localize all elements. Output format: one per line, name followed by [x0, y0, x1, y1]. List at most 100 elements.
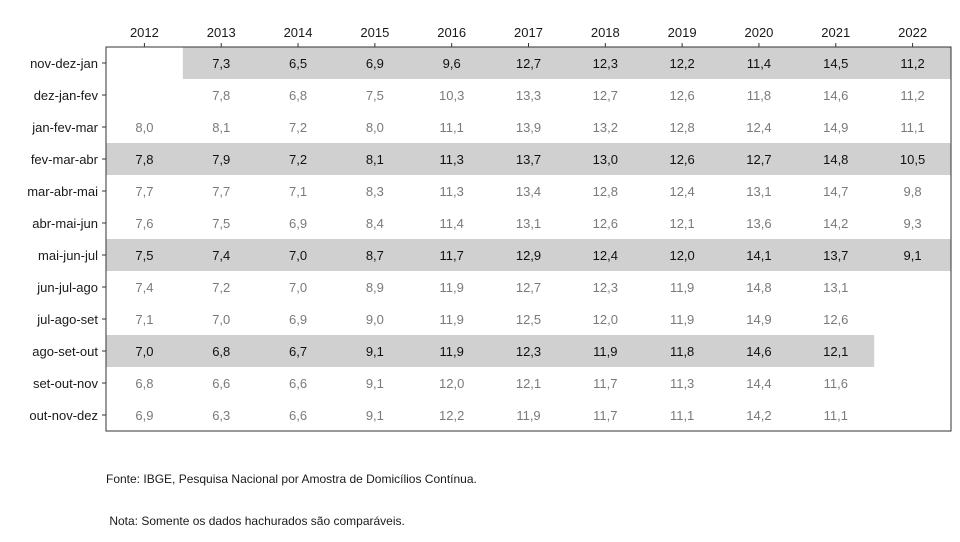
cell-value-fev-mar-abr-2012: 7,8	[135, 152, 153, 167]
cell-value-jul-ago-set-2020: 14,9	[746, 312, 771, 327]
cell-value-abr-mai-jun-2019: 12,1	[669, 216, 694, 231]
cell-value-abr-mai-jun-2015: 8,4	[366, 216, 384, 231]
footer-notes: Fonte: IBGE, Pesquisa Nacional por Amost…	[106, 444, 477, 542]
row-label-set-out-nov: set-out-nov	[33, 376, 99, 391]
cell-value-mar-abr-mai-2017: 13,4	[516, 184, 541, 199]
cell-value-jul-ago-set-2013: 7,0	[212, 312, 230, 327]
cell-value-mar-abr-mai-2022: 9,8	[904, 184, 922, 199]
cell-value-set-out-nov-2019: 11,3	[670, 376, 694, 391]
row-label-jun-jul-ago: jun-jul-ago	[36, 280, 98, 295]
cell-value-dez-jan-fev-2021: 14,6	[823, 88, 848, 103]
row-label-ago-set-out: ago-set-out	[32, 344, 98, 359]
column-label-2019: 2019	[668, 25, 697, 40]
cell-value-ago-set-out-2018: 11,9	[593, 344, 617, 359]
column-label-2022: 2022	[898, 25, 927, 40]
cell-value-ago-set-out-2013: 6,8	[212, 344, 230, 359]
cell-value-fev-mar-abr-2020: 12,7	[746, 152, 771, 167]
cell-value-jul-ago-set-2014: 6,9	[289, 312, 307, 327]
highlight-layer	[106, 47, 951, 367]
cell-value-nov-dez-jan-2019: 12,2	[669, 56, 694, 71]
row-label-jan-fev-mar: jan-fev-mar	[31, 120, 98, 135]
column-label-2015: 2015	[360, 25, 389, 40]
highlight-band-ago-set-out	[106, 335, 875, 367]
cell-value-ago-set-out-2015: 9,1	[366, 344, 384, 359]
cell-value-mar-abr-mai-2015: 8,3	[366, 184, 384, 199]
row-label-out-nov-dez: out-nov-dez	[29, 408, 98, 423]
cell-value-nov-dez-jan-2014: 6,5	[289, 56, 307, 71]
cell-value-out-nov-dez-2013: 6,3	[212, 408, 230, 423]
cell-value-fev-mar-abr-2016: 11,3	[440, 152, 464, 167]
cell-value-jul-ago-set-2021: 12,6	[823, 312, 848, 327]
comparison-table-chart: 7,3 6,5 6,9 9,6 12,7 12,3 12,2 11,4 14,5 11,2 7,8 6…	[27, 25, 952, 432]
cell-value-nov-dez-jan-2016: 9,6	[443, 56, 461, 71]
cell-value-jun-jul-ago-2015: 8,9	[366, 280, 384, 295]
column-label-2014: 2014	[284, 25, 313, 40]
cell-value-ago-set-out-2016: 11,9	[440, 344, 464, 359]
cell-value-out-nov-dez-2012: 6,9	[135, 408, 153, 423]
highlight-band-mai-jun-jul	[106, 239, 951, 271]
row-label-layer: nov-dez-jan dez-jan-fev jan-fev-mar fev-mar…	[27, 56, 106, 423]
column-label-2017: 2017	[514, 25, 543, 40]
cell-value-ago-set-out-2012: 7,0	[135, 344, 153, 359]
cell-value-nov-dez-jan-2015: 6,9	[366, 56, 384, 71]
cell-value-mai-jun-jul-2019: 12,0	[669, 248, 694, 263]
cell-value-abr-mai-jun-2014: 6,9	[289, 216, 307, 231]
cell-value-jan-fev-mar-2016: 11,1	[440, 120, 464, 135]
row-label-mai-jun-jul: mai-jun-jul	[38, 248, 98, 263]
cell-value-abr-mai-jun-2017: 13,1	[516, 216, 541, 231]
cell-value-mar-abr-mai-2019: 12,4	[669, 184, 694, 199]
cell-value-out-nov-dez-2018: 11,7	[593, 408, 617, 423]
cell-value-fev-mar-abr-2019: 12,6	[669, 152, 694, 167]
cell-value-mar-abr-mai-2016: 11,3	[440, 184, 464, 199]
column-header-layer: 2012 2013 2014 2015 2016 2017 2018 2019 2020 2021…	[130, 25, 927, 47]
table-border	[105, 46, 952, 432]
row-label-jul-ago-set: jul-ago-set	[36, 312, 98, 327]
cell-value-abr-mai-jun-2016: 11,4	[440, 216, 464, 231]
cell-value-set-out-nov-2013: 6,6	[212, 376, 230, 391]
cell-value-jan-fev-mar-2021: 14,9	[823, 120, 848, 135]
cell-value-dez-jan-fev-2018: 12,7	[593, 88, 618, 103]
cell-value-abr-mai-jun-2012: 7,6	[135, 216, 153, 231]
cell-value-set-out-nov-2020: 14,4	[746, 376, 771, 391]
cell-value-mai-jun-jul-2021: 13,7	[823, 248, 848, 263]
cell-value-mai-jun-jul-2018: 12,4	[593, 248, 618, 263]
cell-value-mai-jun-jul-2022: 9,1	[904, 248, 922, 263]
cell-value-ago-set-out-2021: 12,1	[823, 344, 848, 359]
cell-value-out-nov-dez-2021: 11,1	[824, 408, 848, 423]
cell-value-ago-set-out-2014: 6,7	[289, 344, 307, 359]
cell-value-jan-fev-mar-2013: 8,1	[212, 120, 230, 135]
cell-value-abr-mai-jun-2018: 12,6	[593, 216, 618, 231]
cell-value-mar-abr-mai-2020: 13,1	[746, 184, 771, 199]
row-label-nov-dez-jan: nov-dez-jan	[30, 56, 98, 71]
cell-value-jan-fev-mar-2012: 8,0	[135, 120, 153, 135]
cell-value-set-out-nov-2012: 6,8	[135, 376, 153, 391]
cell-value-mar-abr-mai-2021: 14,7	[823, 184, 848, 199]
cell-value-set-out-nov-2014: 6,6	[289, 376, 307, 391]
cell-value-out-nov-dez-2016: 12,2	[439, 408, 464, 423]
cell-value-fev-mar-abr-2018: 13,0	[593, 152, 618, 167]
column-label-2021: 2021	[821, 25, 850, 40]
cell-value-set-out-nov-2017: 12,1	[516, 376, 541, 391]
cell-value-jun-jul-ago-2013: 7,2	[212, 280, 230, 295]
cell-value-jan-fev-mar-2015: 8,0	[366, 120, 384, 135]
cell-value-dez-jan-fev-2015: 7,5	[366, 88, 384, 103]
cell-value-nov-dez-jan-2013: 7,3	[212, 56, 230, 71]
cell-value-jun-jul-ago-2021: 13,1	[823, 280, 848, 295]
cell-value-dez-jan-fev-2014: 6,8	[289, 88, 307, 103]
cell-value-abr-mai-jun-2020: 13,6	[746, 216, 771, 231]
column-label-2013: 2013	[207, 25, 236, 40]
cell-value-jul-ago-set-2015: 9,0	[366, 312, 384, 327]
cell-value-set-out-nov-2021: 11,6	[824, 376, 848, 391]
cell-value-mai-jun-jul-2014: 7,0	[289, 248, 307, 263]
cell-value-dez-jan-fev-2017: 13,3	[516, 88, 541, 103]
cell-value-mar-abr-mai-2014: 7,1	[289, 184, 307, 199]
cell-value-abr-mai-jun-2013: 7,5	[212, 216, 230, 231]
comparability-note: Nota: Somente os dados hachurados são co…	[106, 514, 405, 528]
value-layer: 7,3 6,5 6,9 9,6 12,7 12,3 12,2 11,4 14,5 11,2 7,8 6…	[135, 56, 925, 423]
cell-value-set-out-nov-2018: 11,7	[593, 376, 617, 391]
cell-value-fev-mar-abr-2015: 8,1	[366, 152, 384, 167]
row-label-dez-jan-fev: dez-jan-fev	[34, 88, 99, 103]
cell-value-jan-fev-mar-2014: 7,2	[289, 120, 307, 135]
cell-value-mar-abr-mai-2012: 7,7	[135, 184, 153, 199]
cell-value-mar-abr-mai-2018: 12,8	[593, 184, 618, 199]
